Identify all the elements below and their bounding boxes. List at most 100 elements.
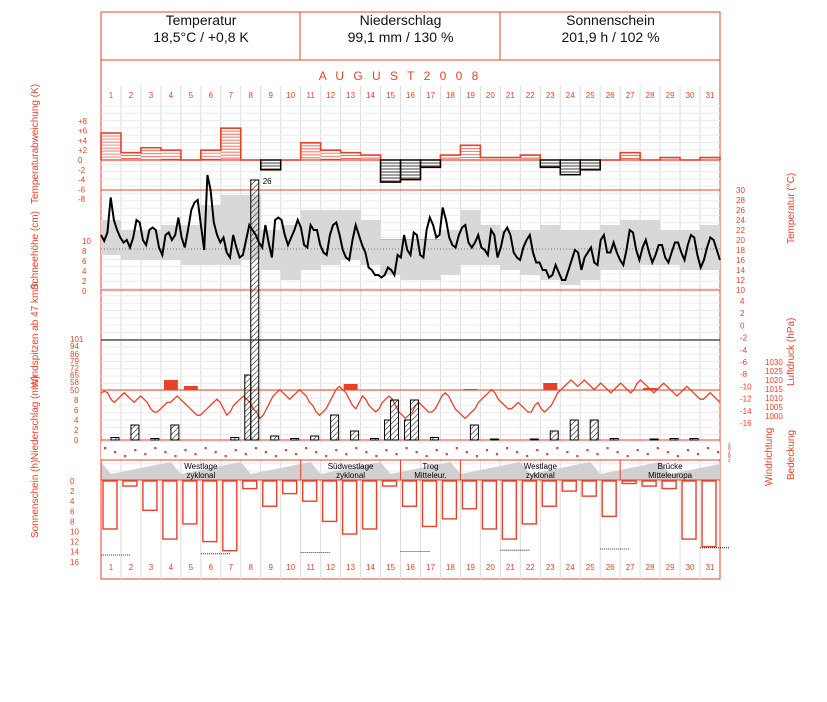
wind-direction-marker [676,455,680,458]
deviation-tick: -4 [78,176,86,185]
sunshine-bar [501,480,518,540]
precipitation-bar-secondary [384,419,392,441]
day-label-top: 16 [406,91,415,100]
wind-direction-marker [164,451,167,454]
precipitation-bar-secondary [404,419,411,441]
temperature-line [100,174,721,281]
day-label-top: 22 [526,91,535,100]
wind-direction-marker [616,451,619,454]
regime-label-line1: Westlage [524,462,558,471]
cloud-cover-area [101,462,720,480]
sunshine-tick: 12 [70,538,79,547]
sunshine-bar [421,480,438,528]
day-label-bottom: 21 [506,563,515,572]
cloud-tick: z [728,442,731,448]
axis-title-snow-depth: Schneehöhe (cm) [30,211,41,290]
sunshine-bar [142,480,158,511]
wind-direction-marker [556,447,559,450]
temp-range-band [101,220,121,255]
wind-direction-marker [134,449,137,452]
wind-direction-marker [646,453,649,456]
deviation-tick: -8 [78,195,86,204]
day-label-top: 30 [686,91,695,100]
temp-range-band [540,225,561,280]
precipitation-bar [310,435,320,441]
pressure-tick: 1020 [765,376,783,385]
day-label-bottom: 17 [426,563,435,572]
sunshine-bar [321,480,338,523]
cloud-tick: 8 [728,454,731,460]
day-label-bottom: 29 [666,563,675,572]
wind-direction-marker [495,453,499,456]
wind-tick: 94 [70,342,79,351]
sunshine-bar [162,480,178,540]
wind-direction-marker [244,453,247,456]
wind-tick: 72 [70,364,79,373]
deviation-bar [460,145,480,160]
regime-label-line2: zyklonal [526,471,555,480]
wind-gust-bar [463,389,478,390]
pressure-tick: 1015 [765,385,783,394]
temp-tick: 24 [736,216,745,225]
cloud-tick: 8 [728,446,731,452]
deviation-tick: +8 [78,117,88,126]
wind-direction-marker [204,447,207,450]
wind-direction-marker [284,449,288,452]
sunshine-bar [122,480,138,487]
precip-tick: 6 [74,406,79,415]
wind-tick: 86 [70,350,79,359]
month-title: A U G U S T 2 0 0 8 [319,69,482,83]
axis-title-temperature: Temperatur (°C) [786,172,797,244]
pressure-left-tick: 2 [740,309,745,318]
sunshine-tick: 6 [70,507,75,516]
temp-tick: 14 [736,266,745,275]
wind-direction-marker [304,447,308,450]
wind-direction-marker [224,455,227,458]
regime-label-line1: Südwestlage [328,462,374,471]
snow-tick: 10 [82,237,91,246]
day-label-bottom: 30 [686,563,695,572]
day-label-top: 1 [109,91,114,100]
wind-direction-marker [656,447,659,450]
wind-direction-marker [636,449,639,452]
header-temperature-title: Temperatur [165,12,237,28]
day-label-top: 3 [149,91,154,100]
header-temperature-value: 18,5°C / +0,8 K [153,29,249,45]
temp-tick: 28 [736,196,745,205]
precipitation-bar [350,430,360,441]
wind-direction-marker [425,455,428,458]
deviation-bar-negative [399,159,422,181]
precip-tick: 2 [74,426,79,435]
temp-range-band [560,230,581,285]
day-label-top: 23 [546,91,555,100]
deviation-tick: 0 [78,156,83,165]
deviation-bar [560,160,580,175]
temp-range-band [600,225,621,270]
snow-tick: 6 [82,257,87,266]
day-label-top: 9 [268,91,273,100]
day-label-top: 2 [129,91,134,100]
precipitation-bar [250,179,260,441]
precipitation-bar-secondary [244,374,252,441]
day-label-top: 25 [586,91,595,100]
pressure-left-tick: -14 [740,407,752,416]
regime-label-line2: Mitteleuropa [648,471,693,480]
day-label-top: 12 [326,91,335,100]
precip-tick: 4 [74,416,79,425]
precipitation-bar [170,424,180,441]
regime-label-line2: zyklonal [336,471,365,480]
wind-direction-marker [576,455,579,458]
snow-tick: 8 [82,247,87,256]
temp-range-band [440,230,461,275]
deviation-tick: +6 [78,127,88,136]
day-label-bottom: 4 [169,563,174,572]
cloud-tick: z [728,450,731,456]
day-label-top: 28 [646,91,655,100]
wind-direction-marker [154,447,157,450]
deviation-tick: +4 [78,136,88,145]
wind-direction-marker [445,453,448,456]
temp-tick: 12 [736,276,745,285]
header-sunshine: Sonnenschein 201,9 h / 102 % [501,12,720,60]
regime-label-line1: Trog [422,462,438,471]
